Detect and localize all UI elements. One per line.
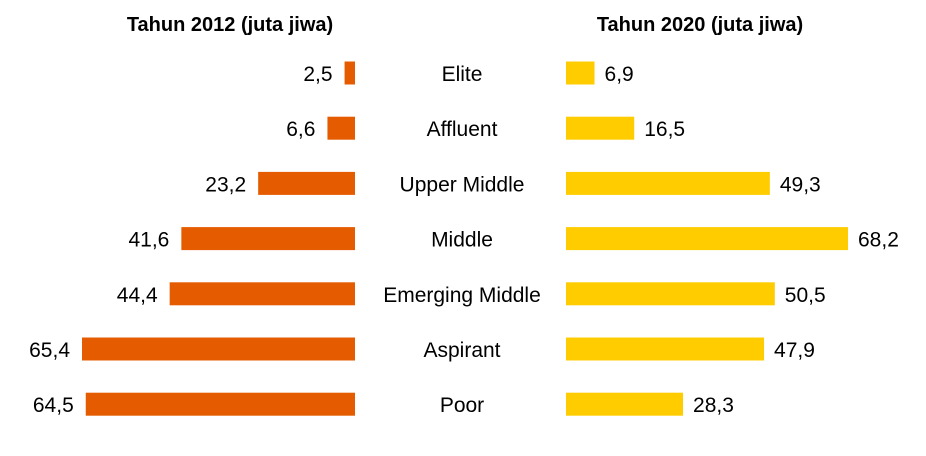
value-label-2020-poor: 28,3: [693, 394, 734, 417]
bar-2020-upper-middle: [566, 171, 770, 195]
category-label-elite: Elite: [442, 63, 483, 86]
value-label-2012-emerging-middle: 44,4: [117, 284, 158, 307]
bar-2012-middle: [181, 227, 355, 251]
bars-2012: [82, 61, 355, 416]
title-2020: Tahun 2020 (juta jiwa): [597, 14, 803, 36]
value-label-2020-aspirant: 47,9: [774, 339, 815, 362]
value-label-2020-middle: 68,2: [858, 229, 899, 252]
category-label-emerging-middle: Emerging Middle: [383, 284, 541, 307]
category-label-aspirant: Aspirant: [423, 339, 500, 362]
bar-2020-emerging-middle: [566, 282, 775, 306]
value-label-2012-elite: 2,5: [303, 63, 332, 86]
bar-2020-middle: [566, 227, 848, 251]
value-label-2012-upper-middle: 23,2: [205, 173, 246, 196]
category-label-affluent: Affluent: [427, 118, 498, 141]
value-label-2012-aspirant: 65,4: [29, 339, 70, 362]
bar-2012-upper-middle: [258, 171, 355, 195]
value-label-2020-affluent: 16,5: [644, 118, 685, 141]
bar-2012-poor: [85, 392, 355, 416]
bar-2020-affluent: [566, 116, 635, 140]
title-2012: Tahun 2012 (juta jiwa): [127, 14, 333, 36]
value-label-2012-poor: 64,5: [33, 394, 74, 417]
bar-2020-elite: [566, 61, 595, 85]
category-label-middle: Middle: [431, 229, 493, 252]
value-label-2020-elite: 6,9: [605, 63, 634, 86]
bar-2012-elite: [344, 61, 355, 85]
category-label-upper-middle: Upper Middle: [400, 173, 525, 196]
bar-2020-aspirant: [566, 337, 765, 361]
category-labels: Elite Affluent Upper Middle Middle Emerging …: [383, 63, 541, 417]
bar-2020-poor: [566, 392, 684, 416]
category-label-poor: Poor: [440, 394, 484, 417]
value-label-2012-middle: 41,6: [128, 229, 169, 252]
value-label-2020-upper-middle: 49,3: [780, 173, 821, 196]
value-labels-2012: 2,5 6,6 23,2 41,6 44,4 65,4 64,5: [29, 63, 332, 417]
bar-2012-emerging-middle: [169, 282, 355, 306]
value-labels-2020: 6,9 16,5 49,3 68,2 50,5 47,9 28,3: [605, 63, 899, 417]
bar-2012-affluent: [327, 116, 355, 140]
value-label-2020-emerging-middle: 50,5: [785, 284, 826, 307]
bar-2012-aspirant: [82, 337, 355, 361]
bars-2020: [566, 61, 848, 416]
value-label-2012-affluent: 6,6: [286, 118, 315, 141]
